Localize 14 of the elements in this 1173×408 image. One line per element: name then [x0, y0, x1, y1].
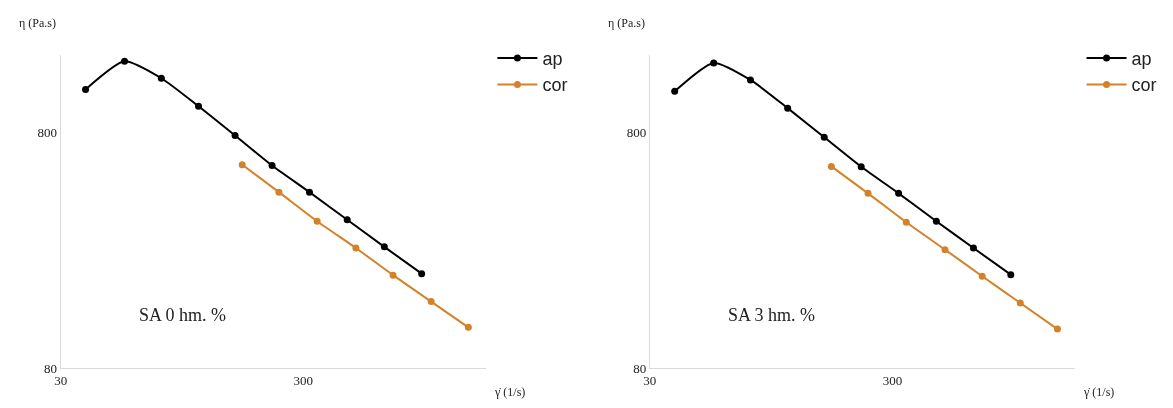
y-axis-title: η (Pa.s)	[608, 16, 645, 30]
legend-label: ap	[542, 49, 563, 70]
annotation: SA 0 hm. %	[139, 305, 227, 325]
x-axis-title: γ̇ (1/s)	[1083, 385, 1115, 399]
y-tick-label: 800	[626, 124, 647, 140]
y-axis-title: η (Pa.s)	[19, 16, 56, 30]
x-tick-label: 300	[293, 372, 314, 388]
x-axis-title: γ̇ (1/s)	[494, 385, 526, 399]
y-tick-label: 800	[37, 124, 58, 140]
legend-label: ap	[1131, 49, 1152, 70]
legend-label: cor	[542, 75, 568, 96]
legend-label: cor	[1131, 75, 1157, 96]
annotation: SA 3 hm. %	[728, 305, 816, 325]
x-tick-label: 300	[882, 372, 903, 388]
